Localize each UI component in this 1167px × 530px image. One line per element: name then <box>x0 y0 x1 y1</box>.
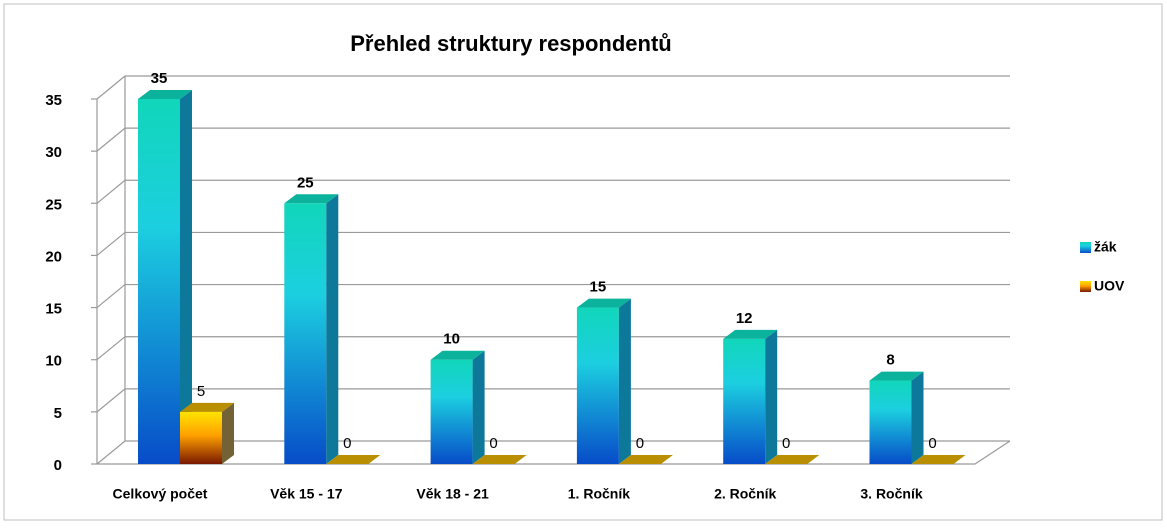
chart-title: Přehled struktury respondentů <box>350 31 672 56</box>
bar-front <box>869 380 912 464</box>
bar-top <box>576 298 631 308</box>
x-tick-label: Celkový počet <box>113 486 208 502</box>
data-label: 35 <box>151 70 168 87</box>
bar-front <box>138 99 180 464</box>
floor-edge <box>97 440 1011 465</box>
data-label: 0 <box>636 435 644 452</box>
bar-front <box>180 411 222 464</box>
bar-top <box>138 90 192 99</box>
data-label: 0 <box>343 435 351 452</box>
x-tick-label: 3. Ročník <box>860 486 922 502</box>
bar-top <box>284 194 339 204</box>
x-tick-label: 1. Ročník <box>568 486 630 502</box>
bar-front <box>284 203 327 465</box>
bar-front <box>576 307 619 464</box>
y-tick-label: 30 <box>45 144 62 161</box>
grid-line <box>96 231 1010 256</box>
bar-top <box>180 402 234 412</box>
bar-side <box>180 90 192 464</box>
bar-side <box>618 298 631 464</box>
data-label: 0 <box>782 435 790 452</box>
legend-swatch <box>1080 242 1091 253</box>
bar-top <box>472 455 527 464</box>
data-label: 25 <box>297 174 314 191</box>
bar-top <box>430 350 485 360</box>
data-label: 5 <box>197 383 205 400</box>
bar-top <box>723 329 778 339</box>
x-tick-label: Věk 15 - 17 <box>270 486 343 502</box>
grid-line <box>96 283 1010 309</box>
grid-line <box>96 388 1010 413</box>
grid-line <box>96 179 1010 204</box>
y-tick-label: 10 <box>45 353 62 370</box>
bar-side <box>911 371 924 464</box>
bar-top <box>911 455 966 464</box>
bar-side <box>326 194 339 465</box>
legend-label: UOV <box>1094 278 1125 294</box>
bar-side <box>222 402 234 464</box>
y-tick-label: 15 <box>45 301 62 318</box>
grid-line <box>96 440 1010 465</box>
y-tick-label: 25 <box>45 196 62 213</box>
bar-top <box>618 455 673 464</box>
legend-label: žák <box>1094 239 1117 255</box>
legend-swatch <box>1080 281 1091 292</box>
x-tick-label: Věk 18 - 21 <box>416 486 489 502</box>
grid-line <box>96 127 1010 152</box>
data-label: 8 <box>886 352 894 369</box>
bar-front <box>430 359 473 464</box>
bar-side <box>472 350 485 464</box>
data-label: 0 <box>928 435 936 452</box>
data-label: 0 <box>489 435 497 452</box>
bar-top <box>869 371 924 381</box>
bar-top <box>765 455 820 464</box>
x-tick-label: 2. Ročník <box>714 486 776 502</box>
grid-line <box>96 75 1010 100</box>
grid-line <box>96 336 1010 361</box>
y-tick-label: 35 <box>45 92 62 109</box>
y-tick-label: 0 <box>54 457 62 474</box>
bar-top <box>326 455 381 464</box>
y-tick-label: 5 <box>54 405 62 422</box>
data-label: 12 <box>736 310 753 327</box>
y-tick-label: 20 <box>45 248 62 265</box>
data-label: 10 <box>443 331 460 348</box>
data-label: 15 <box>590 279 607 296</box>
bar-side <box>765 329 778 464</box>
bar-front <box>723 338 766 464</box>
